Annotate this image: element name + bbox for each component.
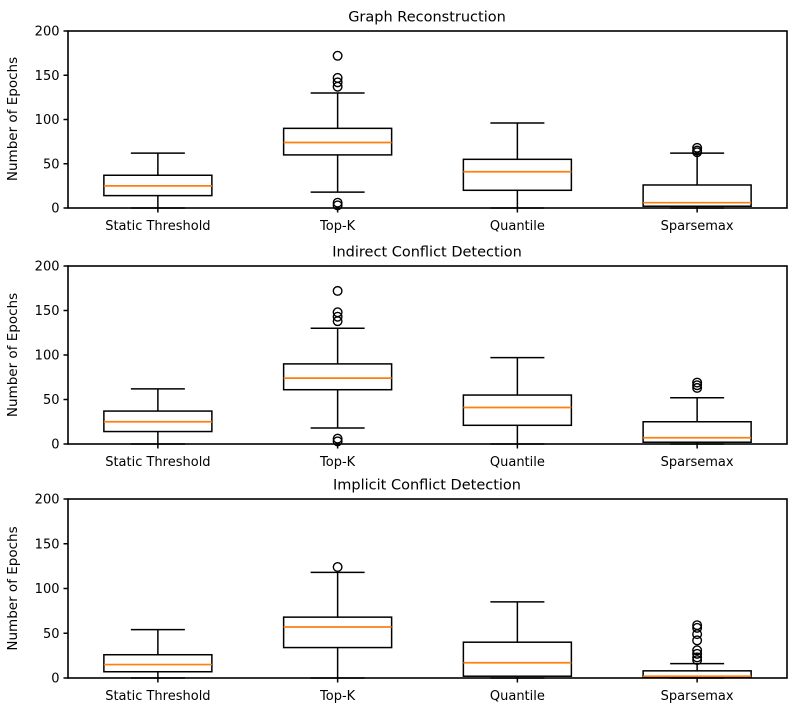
- box-static-threshold: [103, 628, 213, 679]
- outlier-point: [332, 77, 343, 88]
- outlier-point: [692, 645, 703, 656]
- outlier-point: [332, 50, 343, 61]
- y-tick-label: 50: [43, 157, 60, 172]
- y-axis-label: Number of Epochs: [5, 526, 21, 650]
- iqr-box: [642, 421, 752, 443]
- subplot-implicit-conflict-detection: Implicit Conflict Detection Number of Ep…: [5, 478, 788, 704]
- outlier-point: [692, 629, 703, 640]
- iqr-box: [462, 158, 573, 192]
- box-sparsemax: [642, 377, 752, 445]
- outlier-point: [692, 648, 703, 659]
- outlier-point: [332, 81, 343, 92]
- outlier-point: [692, 622, 703, 633]
- y-tick-label: 150: [35, 69, 60, 84]
- subplot-indirect-conflict-detection: Indirect Conflict Detection Number of Ep…: [5, 245, 788, 470]
- y-tick-label: 150: [35, 304, 60, 319]
- outlier-point: [692, 652, 703, 663]
- subplot-graph-reconstruction: Graph Reconstruction Number of Epochs 0 5…: [5, 10, 788, 234]
- outlier-point: [332, 311, 343, 322]
- iqr-box: [462, 394, 573, 427]
- x-tick-label: Top-K: [319, 455, 356, 470]
- x-tick-label: Static Threshold: [105, 455, 210, 470]
- outlier-point: [332, 433, 343, 444]
- box-top-k: [282, 285, 393, 447]
- box-quantile: [462, 122, 573, 209]
- y-tick-label: 50: [43, 627, 60, 642]
- outlier-point: [332, 200, 343, 211]
- y-tick-label: 0: [51, 202, 59, 217]
- x-tick-label: Sparsemax: [661, 689, 734, 704]
- outlier-point: [332, 285, 343, 296]
- y-tick-label: 0: [51, 672, 59, 687]
- box-static-threshold: [103, 388, 213, 445]
- box-top-k: [282, 562, 393, 679]
- box-top-k: [282, 50, 393, 211]
- y-tick-label: 150: [35, 537, 60, 552]
- y-axis-label: Number of Epochs: [5, 293, 21, 417]
- iqr-box: [282, 616, 393, 649]
- box-static-threshold: [103, 152, 213, 209]
- x-tick-label: Static Threshold: [105, 689, 210, 704]
- outlier-point: [692, 380, 703, 391]
- y-axis-label: Number of Epochs: [5, 57, 21, 181]
- plot-area: 0 50 100 150 200 Static Threshold Top-K Quantil…: [35, 493, 788, 704]
- x-tick-label: Quantile: [490, 689, 545, 704]
- x-tick-label: Static Threshold: [105, 219, 210, 234]
- x-tick-label: Sparsemax: [661, 455, 734, 470]
- outlier-point: [692, 377, 703, 388]
- y-tick-label: 100: [35, 582, 60, 597]
- box-sparsemax: [642, 142, 752, 209]
- y-tick-label: 50: [43, 393, 60, 408]
- outlier-point: [692, 142, 703, 153]
- plot-area: 0 50 100 150 200 Static Threshold Top-K Quantil…: [35, 260, 788, 470]
- y-tick-label: 200: [35, 25, 60, 40]
- subplot-title: Graph Reconstruction: [348, 10, 506, 26]
- subplot-title: Indirect Conflict Detection: [332, 245, 522, 261]
- x-tick-label: Quantile: [490, 219, 545, 234]
- outlier-point: [332, 197, 343, 208]
- iqr-box: [642, 184, 752, 207]
- outlier-point: [692, 145, 703, 156]
- y-tick-label: 0: [51, 438, 59, 453]
- box-quantile: [462, 356, 573, 445]
- plot-area: 0 50 100 150 200 Static Threshold Top-K Quantil…: [35, 25, 788, 234]
- x-tick-label: Top-K: [319, 689, 356, 704]
- iqr-box: [642, 670, 752, 679]
- outlier-point: [332, 316, 343, 327]
- y-tick-label: 200: [35, 493, 60, 508]
- iqr-box: [282, 363, 393, 391]
- outlier-point: [692, 382, 703, 393]
- y-tick-label: 100: [35, 113, 60, 128]
- y-tick-label: 100: [35, 349, 60, 364]
- box-quantile: [462, 601, 573, 679]
- iqr-box: [462, 641, 573, 677]
- y-tick-label: 200: [35, 260, 60, 275]
- outlier-point: [692, 655, 703, 666]
- axes-frame: [67, 498, 788, 679]
- x-tick-label: Top-K: [319, 219, 356, 234]
- x-tick-label: Quantile: [490, 455, 545, 470]
- outlier-point: [332, 436, 343, 447]
- subplot-title: Implicit Conflict Detection: [333, 478, 521, 494]
- iqr-box: [103, 653, 213, 673]
- x-tick-label: Sparsemax: [661, 219, 734, 234]
- box-sparsemax: [642, 620, 752, 679]
- iqr-box: [282, 127, 393, 156]
- outlier-point: [692, 635, 703, 646]
- outlier-point: [332, 562, 343, 573]
